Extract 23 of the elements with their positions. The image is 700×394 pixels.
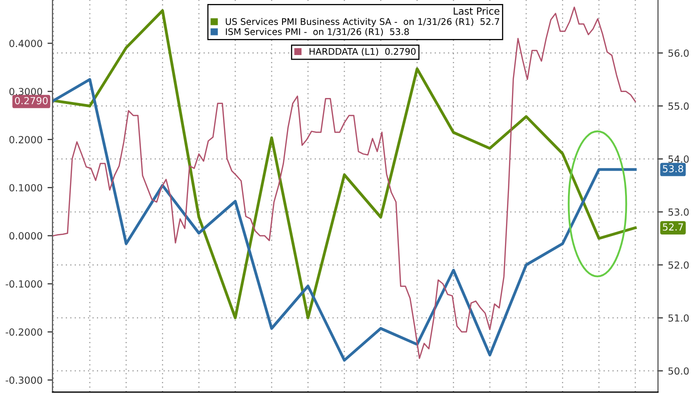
legend-label: HARDDATA (L1) 0.2790	[310, 48, 416, 56]
y-tick-label: 0.3000	[9, 88, 42, 96]
y-tick-label: 50.0	[668, 367, 689, 375]
y-tick-label: 0.2000	[9, 136, 42, 144]
legend-label: ISM Services PMI - on 1/31/26 (R1) 53.8	[226, 28, 409, 36]
y-tick-label: 55.0	[668, 102, 689, 110]
text: 52.7	[662, 223, 683, 231]
y-tick-label: 56.0	[668, 49, 689, 57]
y-tick-label: 0.4000	[9, 40, 42, 48]
y-tick-label: 0.1000	[9, 184, 42, 192]
y-tick-label: 0.0000	[9, 232, 42, 240]
y-tick-label: 54.0	[668, 155, 689, 163]
legend-title: Last Price	[454, 7, 500, 15]
y-tick-label: 51.0	[668, 314, 689, 322]
y-tick-label: -0.1000	[6, 280, 42, 288]
line-series	[52, 78, 637, 362]
legend-label: US Services PMI Business Activity SA - on 1/31/26 (R1) 52.7	[226, 18, 500, 27]
y-tick-label: -0.2000	[6, 328, 42, 336]
text: 0.2790	[14, 96, 48, 104]
text: 53.8	[662, 164, 684, 172]
y-tick-label: 53.0	[668, 208, 689, 216]
y-tick-label: 52.0	[668, 261, 689, 269]
y-tick-label: -0.3000	[6, 376, 42, 384]
